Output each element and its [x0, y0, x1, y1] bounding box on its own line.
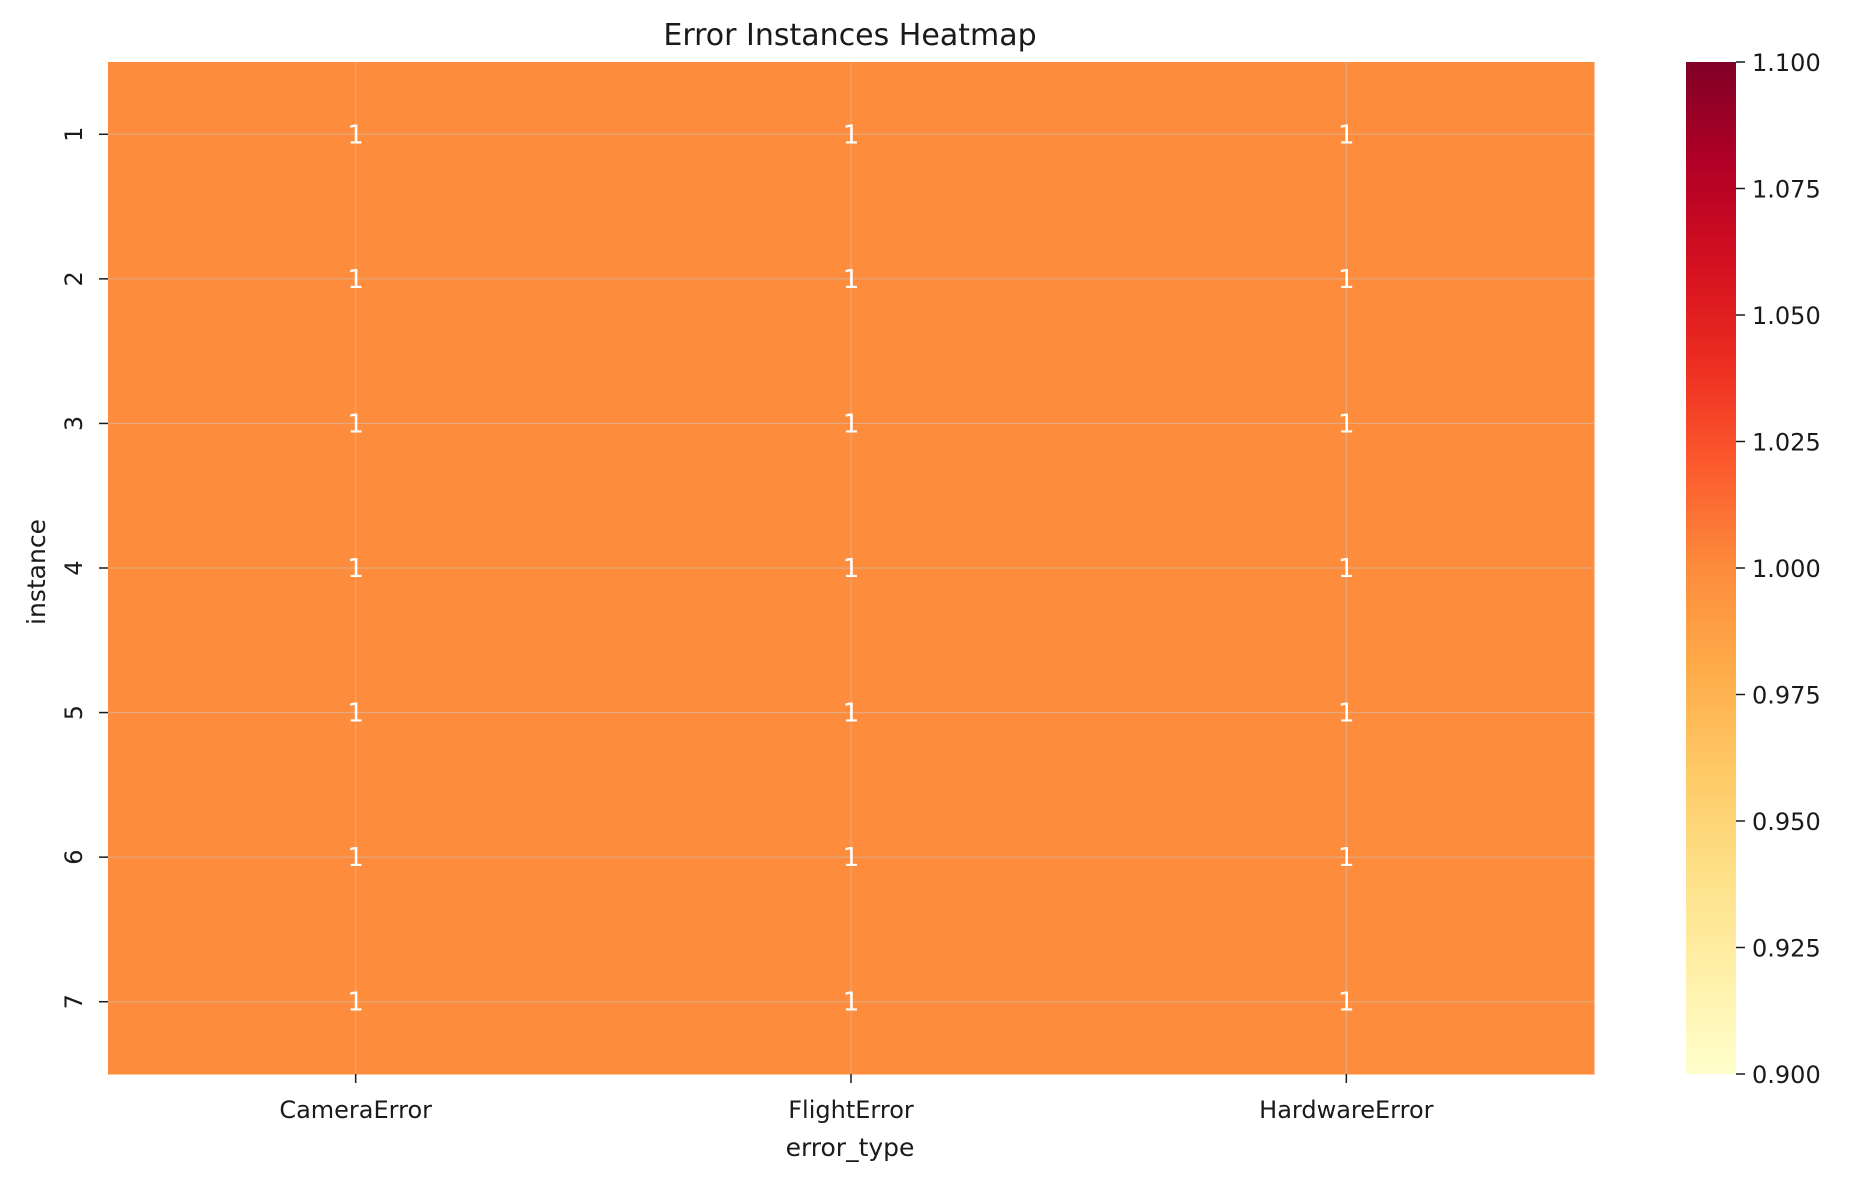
cell-value-label: 1	[843, 843, 860, 873]
cell-value-label: 1	[1338, 699, 1355, 729]
y-tick-label: 7	[60, 994, 88, 1009]
cell-value-label: 1	[1338, 120, 1355, 150]
cell-labels: 1 1 1 1 1 1 1 1 1 1 1 1 1 1 1 1 1 1 1 1 1	[347, 120, 1354, 1017]
colorbar-tick-label: 0.975	[1752, 682, 1821, 710]
cell-value-label: 1	[347, 265, 364, 295]
y-tick-label: 2	[60, 271, 88, 286]
x-axis-label: error_type	[786, 1133, 915, 1162]
cell-value-label: 1	[347, 409, 364, 439]
y-tick-label: 6	[60, 850, 88, 865]
cell-value-label: 1	[1338, 409, 1355, 439]
colorbar-tick-label: 0.925	[1752, 935, 1821, 963]
cell-value-label: 1	[1338, 554, 1355, 584]
cell-value-label: 1	[347, 843, 364, 873]
cell-value-label: 1	[1338, 988, 1355, 1018]
y-tick-label: 4	[60, 560, 88, 575]
y-tick-label: 5	[60, 705, 88, 720]
colorbar-tick-label: 1.050	[1752, 302, 1821, 330]
y-tick-label: 1	[60, 127, 88, 142]
cell-value-label: 1	[347, 988, 364, 1018]
x-tick-label: CameraError	[279, 1096, 432, 1124]
colorbar-tick-label: 0.950	[1752, 808, 1821, 836]
cell-value-label: 1	[843, 988, 860, 1018]
cell-value-label: 1	[843, 120, 860, 150]
cell-value-label: 1	[1338, 265, 1355, 295]
grid-lines	[108, 62, 1594, 1074]
colorbar-tick-label: 1.100	[1752, 49, 1821, 77]
cell-value-label: 1	[843, 699, 860, 729]
cell-value-label: 1	[1338, 843, 1355, 873]
cell-value-label: 1	[843, 265, 860, 295]
x-tick-label: HardwareError	[1259, 1096, 1434, 1124]
colorbar-tick-label: 1.025	[1752, 429, 1821, 457]
colorbar-tick-label: 0.900	[1752, 1061, 1821, 1089]
cell-value-label: 1	[347, 554, 364, 584]
colorbar: 0.900 0.925 0.950 0.975 1.000 1.025 1.050 1.075…	[1686, 49, 1821, 1089]
cell-value-label: 1	[347, 699, 364, 729]
x-tick-label: FlightError	[788, 1096, 914, 1124]
colorbar-tick-label: 1.000	[1752, 555, 1821, 583]
x-axis: CameraError FlightError HardwareError	[279, 1074, 1434, 1124]
colorbar-ticks: 0.900 0.925 0.950 0.975 1.000 1.025 1.050 1.075…	[1736, 49, 1821, 1089]
colorbar-tick-label: 1.075	[1752, 176, 1821, 204]
cell-value-label: 1	[347, 120, 364, 150]
colorbar-gradient-bar	[1686, 62, 1736, 1074]
y-axis: 1 2 3 4 5 6 7	[60, 127, 108, 1009]
cell-value-label: 1	[843, 409, 860, 439]
y-tick-label: 3	[60, 416, 88, 431]
chart-title: Error Instances Heatmap	[663, 18, 1036, 53]
y-axis-label: instance	[22, 519, 51, 625]
cell-value-label: 1	[843, 554, 860, 584]
